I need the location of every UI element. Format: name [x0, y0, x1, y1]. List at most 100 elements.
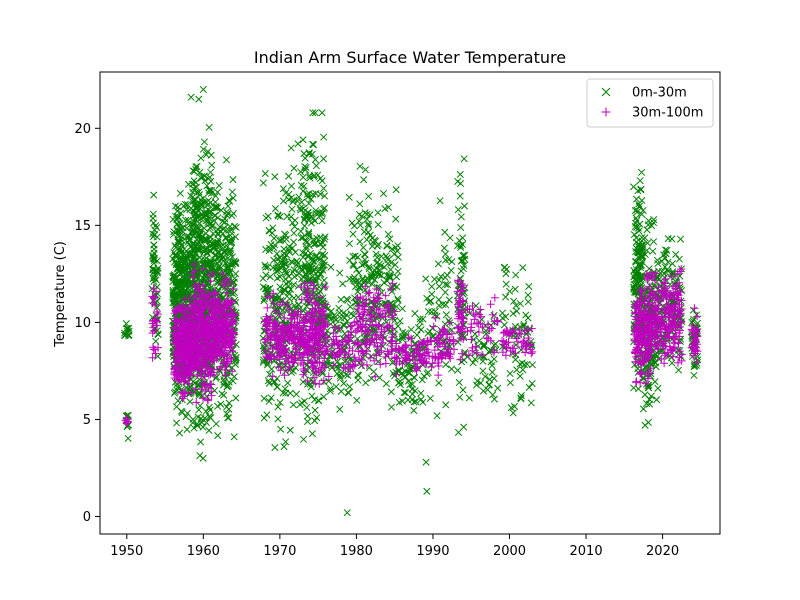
data-point [199, 423, 207, 431]
data-point [387, 266, 395, 274]
data-point [280, 371, 289, 380]
data-point [631, 378, 640, 387]
data-point [632, 377, 641, 386]
data-point [343, 509, 351, 517]
data-point [336, 269, 344, 277]
data-point [207, 168, 215, 176]
data-point [361, 250, 369, 259]
data-point [181, 256, 189, 264]
data-point [189, 419, 197, 427]
data-point [457, 213, 465, 221]
data-point [287, 144, 295, 152]
data-point [292, 390, 300, 398]
data-point [300, 150, 308, 158]
data-point [524, 291, 532, 299]
data-point [459, 386, 467, 394]
data-point [173, 220, 181, 228]
data-point [222, 156, 231, 164]
data-point [224, 202, 232, 210]
data-point [370, 368, 378, 376]
data-point [173, 419, 181, 427]
data-point [350, 222, 358, 230]
data-point [382, 380, 390, 388]
data-point [290, 229, 298, 237]
data-point [387, 388, 395, 396]
data-point [394, 253, 402, 261]
data-point [316, 240, 324, 248]
data-point [341, 329, 349, 338]
data-point [299, 360, 308, 369]
data-point [649, 247, 657, 255]
data-point [212, 420, 220, 428]
data-point [271, 204, 280, 213]
data-point [154, 330, 162, 338]
data-point [441, 228, 449, 236]
data-point [152, 337, 160, 345]
data-point [318, 109, 326, 117]
data-point [327, 263, 335, 271]
data-point [149, 345, 158, 354]
data-point [337, 296, 345, 304]
data-point [232, 394, 240, 402]
data-point [436, 197, 444, 205]
data-point [203, 395, 212, 404]
data-point [195, 95, 203, 103]
data-point [394, 267, 402, 275]
data-point [455, 378, 463, 387]
data-point [182, 272, 191, 280]
data-point [509, 310, 517, 318]
data-point [172, 252, 180, 260]
data-point [641, 391, 649, 399]
data-point [195, 391, 203, 399]
data-point [311, 417, 319, 425]
data-point [152, 222, 160, 230]
data-point [442, 311, 450, 319]
data-point [356, 238, 364, 246]
data-point [192, 163, 200, 171]
data-point [480, 342, 488, 350]
data-point [289, 401, 297, 409]
data-point [288, 205, 296, 213]
data-point [456, 393, 464, 401]
data-point [229, 176, 237, 184]
data-point [454, 206, 462, 214]
data-point [273, 250, 281, 258]
data-point [151, 274, 159, 282]
data-point [638, 168, 646, 176]
data-point [361, 166, 370, 174]
data-point [149, 269, 157, 277]
data-point [316, 174, 324, 182]
data-point [153, 224, 161, 232]
data-point [150, 245, 158, 253]
data-point [434, 260, 442, 268]
data-point [153, 267, 161, 275]
data-point [207, 233, 215, 242]
data-point [315, 379, 324, 388]
data-point [151, 231, 159, 239]
data-point [262, 214, 270, 222]
data-point [320, 184, 328, 192]
data-point [299, 253, 307, 261]
data-point [176, 429, 184, 437]
data-point [197, 154, 205, 162]
data-point [516, 360, 524, 368]
data-point [374, 209, 382, 217]
data-point [355, 269, 363, 277]
data-point [346, 303, 354, 311]
data-point [176, 260, 184, 268]
data-point [286, 426, 294, 434]
data-point [290, 238, 298, 246]
data-point [318, 217, 326, 225]
data-point [527, 399, 535, 407]
data-point [367, 352, 375, 360]
data-point [690, 371, 698, 379]
data-point [281, 275, 290, 283]
data-point [471, 310, 480, 319]
data-point [426, 394, 434, 402]
data-point [205, 123, 213, 131]
data-point [174, 283, 182, 291]
data-point [345, 240, 354, 248]
data-point [643, 226, 651, 234]
data-point [524, 298, 532, 306]
data-point [445, 296, 453, 304]
